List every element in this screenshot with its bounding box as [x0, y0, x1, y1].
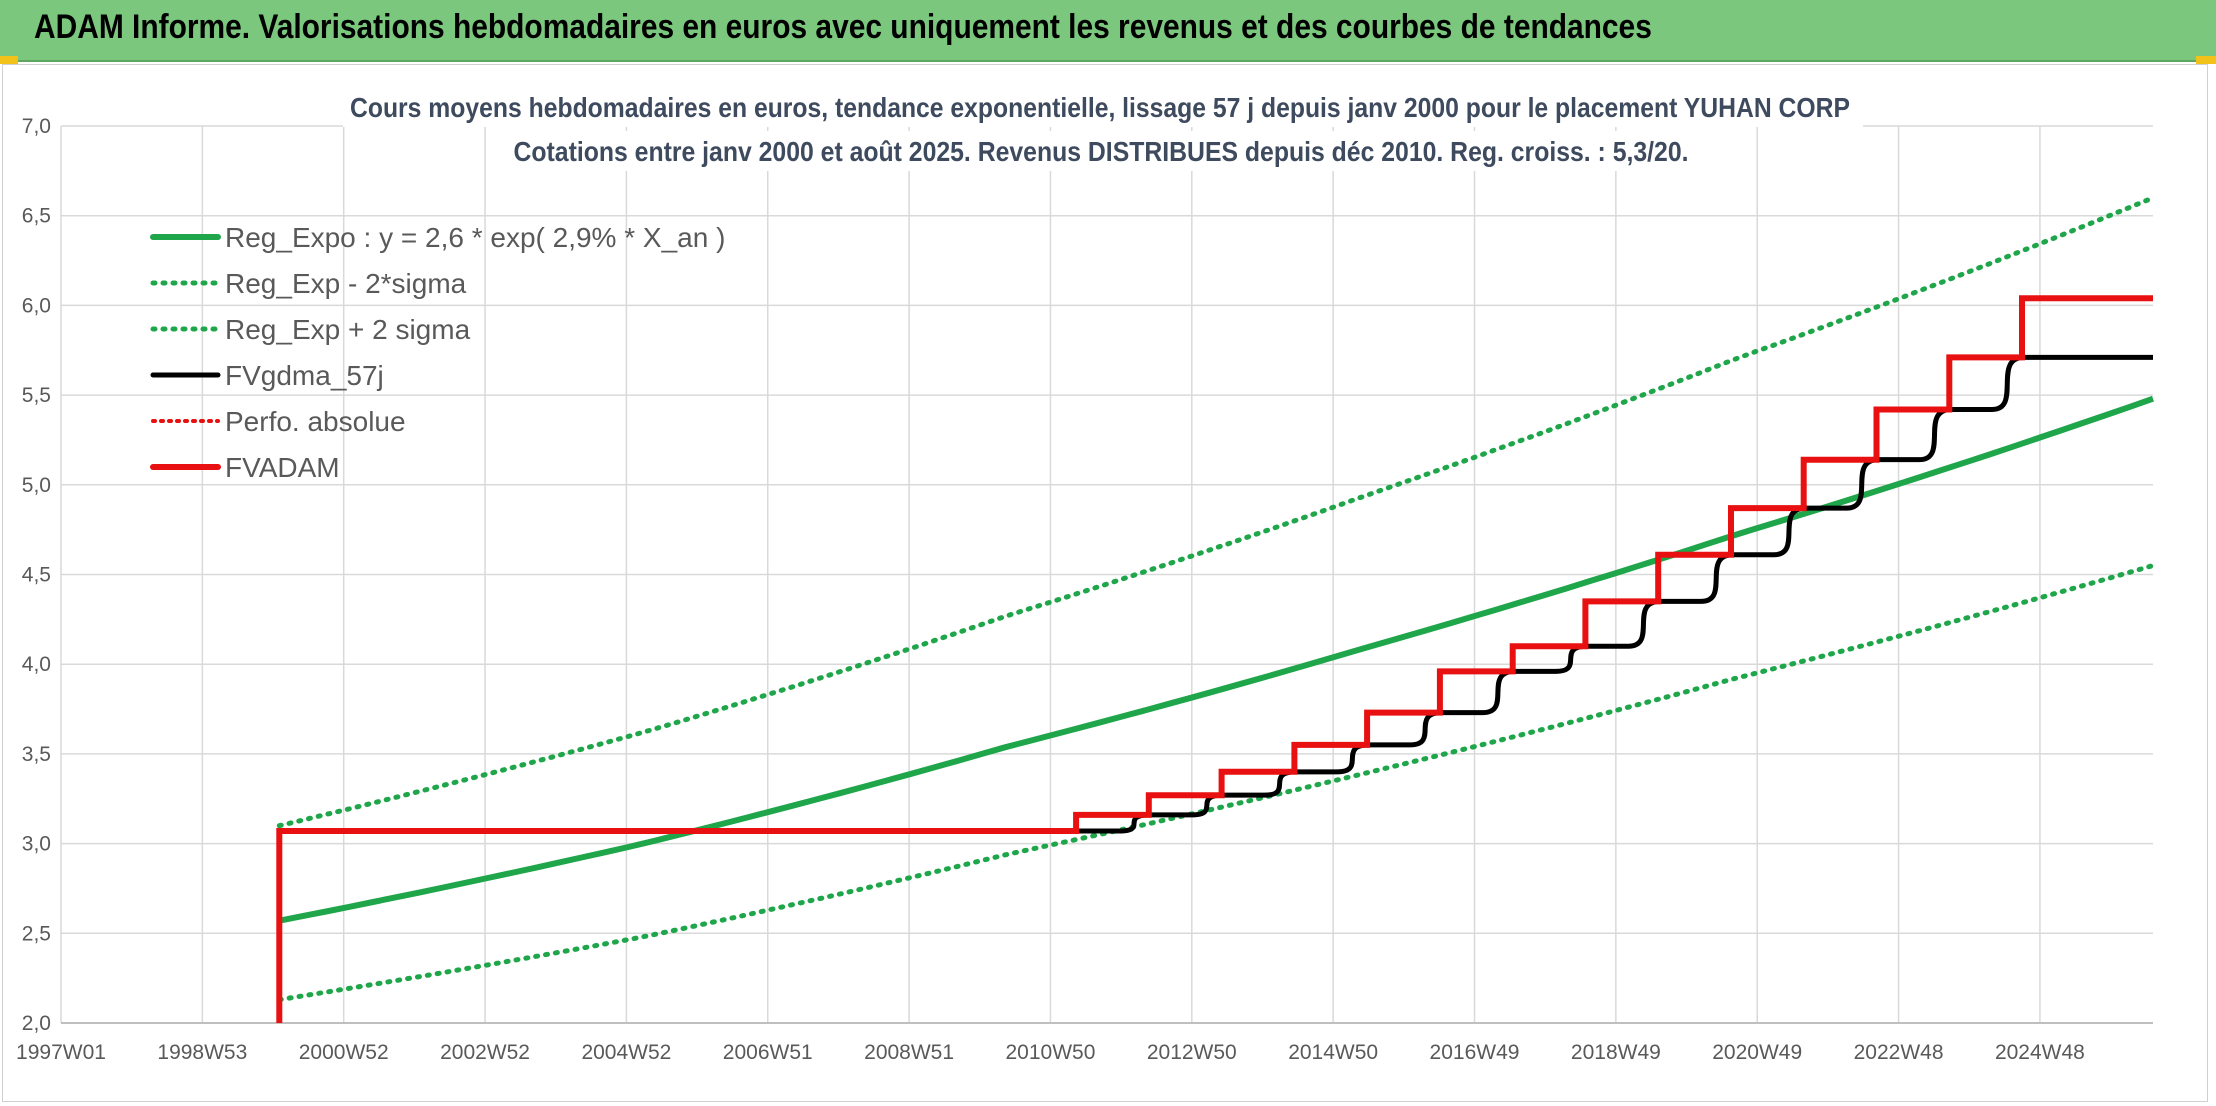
legend-label: Reg_Exp - 2*sigma [225, 268, 467, 299]
chart-title-line-1: Cours moyens hebdomadaires en euros, ten… [350, 92, 1850, 123]
series-fvgdma-57j [1076, 354, 2153, 834]
corner-marker-right [2196, 56, 2216, 64]
chart: 2,0 2,5 3,0 3,5 4,0 4,5 5,0 5,5 6,0 6,5 7,0 1997W0… [16, 87, 2156, 1064]
y-tick-label: 5,5 [22, 384, 51, 407]
banner-title: ADAM Informe. Valorisations hebdomadaire… [34, 8, 1652, 46]
series-layer [276, 195, 2156, 1023]
y-axis-ticks: 2,0 2,5 3,0 3,5 4,0 4,5 5,0 5,5 6,0 6,5 7,0 [22, 115, 51, 1035]
x-tick-label: 2018W49 [1571, 1041, 1661, 1064]
x-tick-label: 1998W53 [157, 1041, 247, 1064]
title-backdrop-1 [343, 87, 1863, 127]
y-tick-label: 4,5 [22, 564, 51, 587]
x-tick-label: 2024W48 [1995, 1041, 2085, 1064]
legend-label: Reg_Exp + 2 sigma [225, 314, 471, 345]
x-tick-label: 2022W48 [1854, 1041, 1944, 1064]
y-tick-label: 6,5 [22, 205, 51, 228]
series-reg-expo [278, 395, 2154, 924]
chart-frame: 2,0 2,5 3,0 3,5 4,0 4,5 5,0 5,5 6,0 6,5 7,0 1997W0… [2, 64, 2208, 1102]
x-tick-label: 2016W49 [1430, 1041, 1520, 1064]
y-tick-label: 2,5 [22, 922, 51, 945]
x-tick-label: 2008W51 [864, 1041, 954, 1064]
corner-marker-left [0, 56, 18, 64]
y-tick-label: 4,0 [22, 653, 51, 676]
series-fvadam [276, 295, 2153, 1023]
title-backdrop-2 [508, 131, 1703, 171]
y-tick-label: 5,0 [22, 474, 51, 497]
y-tick-label: 6,0 [22, 294, 51, 317]
y-tick-label: 3,5 [22, 743, 51, 766]
series-reg-exp-plus-2-sigma [276, 195, 2156, 829]
x-tick-label: 2006W51 [723, 1041, 813, 1064]
grid [60, 125, 2153, 1024]
y-tick-label: 7,0 [22, 115, 51, 138]
x-axis-ticks: 1997W01 1998W53 2000W52 2002W52 2004W52 2006W… [16, 1041, 2085, 1064]
chart-title: Cours moyens hebdomadaires en euros, ten… [343, 87, 1863, 171]
x-tick-label: 2002W52 [440, 1041, 530, 1064]
legend-label: FVADAM [225, 452, 340, 483]
x-tick-label: 2014W50 [1288, 1041, 1378, 1064]
legend: Reg_Expo : y = 2,6 * exp( 2,9% * X_an ) R… [150, 222, 725, 483]
x-tick-label: 2004W52 [581, 1041, 671, 1064]
x-tick-label: 1997W01 [16, 1041, 106, 1064]
x-tick-label: 2010W50 [1006, 1041, 1096, 1064]
y-tick-label: 3,0 [22, 833, 51, 856]
legend-label: FVgdma_57j [225, 360, 384, 391]
x-tick-label: 2012W50 [1147, 1041, 1237, 1064]
series-reg-exp-minus-2-sigma [276, 563, 2156, 1003]
banner: ADAM Informe. Valorisations hebdomadaire… [0, 0, 2216, 62]
chart-title-line-2: Cotations entre janv 2000 et août 2025. … [514, 136, 1689, 167]
legend-label: Perfo. absolue [225, 406, 406, 437]
legend-label: Reg_Expo : y = 2,6 * exp( 2,9% * X_an ) [225, 222, 725, 253]
y-tick-label: 2,0 [22, 1012, 51, 1035]
x-tick-label: 2000W52 [299, 1041, 389, 1064]
x-tick-label: 2020W49 [1712, 1041, 1802, 1064]
